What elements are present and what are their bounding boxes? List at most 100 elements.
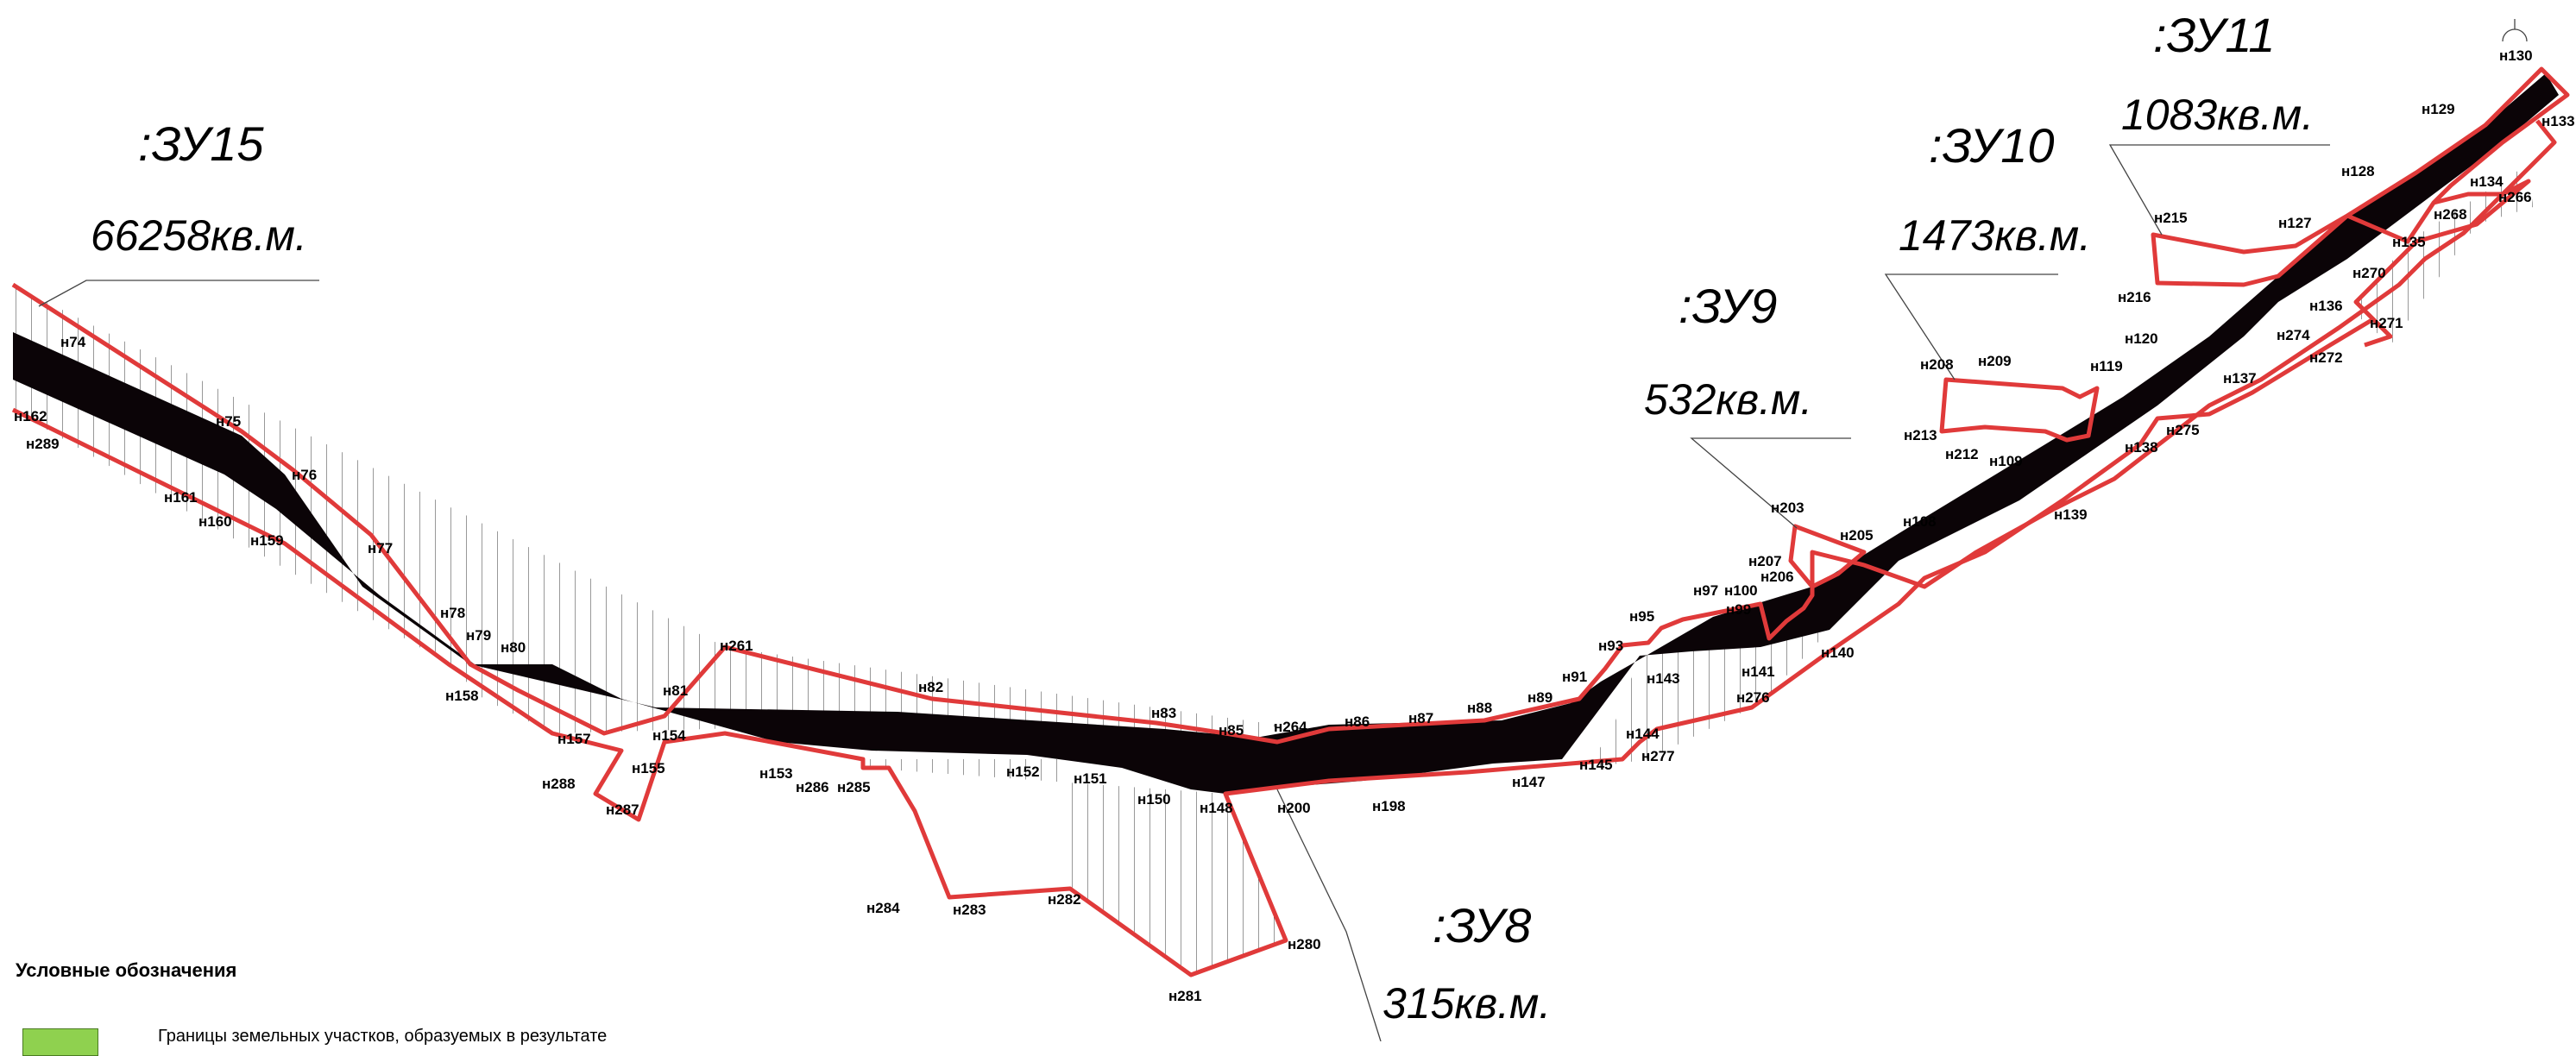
point-label: н266 (2498, 189, 2532, 205)
point-label: н283 (953, 902, 986, 918)
point-label: н119 (2090, 358, 2123, 374)
point-label: н130 (2499, 47, 2533, 64)
point-label: н144 (1626, 726, 1660, 742)
zone-labels: :ЗУ15 66258кв.м. :ЗУ9 532кв.м. :ЗУ10 147… (91, 8, 2314, 1028)
hatched-areas (13, 164, 2533, 975)
zu11-name: :ЗУ11 (2153, 8, 2275, 62)
point-label: н137 (2223, 370, 2257, 387)
point-label: н120 (2125, 330, 2158, 347)
point-label: н277 (1641, 748, 1675, 764)
point-label: н89 (1527, 689, 1553, 706)
point-label: н157 (557, 731, 591, 747)
zu15-west-hatch (13, 285, 1277, 761)
zu8-name: :ЗУ8 (1433, 898, 1531, 952)
point-label: н276 (1736, 689, 1770, 706)
point-label: н159 (250, 532, 284, 549)
zu15-north-boundary (11, 119, 2557, 745)
point-label: н282 (1048, 891, 1081, 908)
zu10-boundary (1939, 377, 2100, 443)
point-label: н82 (918, 679, 943, 695)
point-label: н140 (1821, 644, 1855, 661)
zu11-leader (2108, 144, 2330, 236)
point-label: н76 (292, 467, 317, 483)
point-label: н203 (1771, 500, 1804, 516)
zu15-area: 66258кв.м. (91, 211, 307, 260)
point-label: н200 (1277, 800, 1311, 816)
point-label: н77 (368, 540, 393, 556)
point-label: н83 (1151, 705, 1176, 721)
point-label: н80 (501, 639, 526, 656)
zu11-boundary (2151, 66, 2570, 287)
zu9-name: :ЗУ9 (1678, 279, 1777, 333)
point-label: н145 (1579, 757, 1613, 773)
point-label: н99 (1726, 601, 1751, 618)
point-label: н212 (1945, 446, 1979, 462)
point-label: н216 (2118, 289, 2151, 305)
point-label: н133 (2541, 113, 2575, 129)
zu8-area: 315кв.м. (1382, 979, 1551, 1028)
point-label: н213 (1904, 427, 1937, 443)
point-label: н86 (1345, 713, 1370, 730)
point-label: н275 (2166, 422, 2200, 438)
point-label: н280 (1288, 936, 1321, 952)
point-label: н91 (1562, 669, 1587, 685)
point-label: н128 (2341, 163, 2375, 179)
leader-lines (38, 19, 2528, 1041)
point-label: н136 (2309, 298, 2343, 314)
zu10-leader (1884, 273, 2058, 380)
point-label: н129 (2422, 101, 2455, 117)
zu9-area: 532кв.м. (1644, 375, 1812, 424)
zu10-area: 1473кв.м. (1899, 211, 2091, 260)
point-label: н151 (1074, 770, 1107, 787)
point-label: н288 (542, 776, 576, 792)
point-label: н208 (1920, 356, 1954, 373)
point-label: н261 (720, 638, 753, 654)
point-130-arc (2502, 28, 2528, 42)
legend-swatch (22, 1028, 98, 1056)
point-label: н135 (2392, 234, 2426, 250)
point-label: н281 (1168, 988, 1202, 1004)
point-label: н286 (796, 779, 829, 795)
boundaries (11, 66, 2570, 977)
point-label: н100 (1724, 582, 1758, 599)
point-label: н272 (2309, 349, 2343, 366)
zu10-name: :ЗУ10 (1929, 118, 2055, 173)
point-label: н108 (1903, 513, 1937, 530)
point-label: н75 (216, 413, 241, 430)
point-label: н93 (1598, 638, 1623, 654)
point-label: н147 (1512, 774, 1546, 790)
zu15-east-hatch (1588, 630, 1830, 768)
point-label: н139 (2054, 506, 2088, 523)
point-label: н153 (759, 765, 793, 782)
point-label: н79 (466, 627, 491, 644)
point-label: н284 (866, 900, 900, 916)
point-label: н264 (1274, 719, 1307, 735)
zu11-area: 1083кв.м. (2121, 91, 2314, 139)
point-label: н274 (2277, 327, 2310, 343)
zu15-south-hatch (863, 759, 1286, 975)
point-label: н155 (632, 760, 665, 776)
point-label: н97 (1693, 582, 1718, 599)
point-label: н198 (1372, 798, 1406, 814)
legend-title: Условные обозначения (16, 959, 237, 981)
point-label: н81 (663, 682, 688, 699)
zu15-leader (38, 280, 319, 307)
point-label: н141 (1741, 663, 1775, 680)
point-label: н161 (164, 489, 198, 506)
point-label: н268 (2434, 206, 2467, 223)
point-label: н209 (1978, 353, 2012, 369)
point-label: н285 (837, 779, 871, 795)
point-label: н271 (2370, 315, 2403, 331)
legend: Условные обозначения Границы земельных у… (16, 959, 1051, 1056)
zu15-name: :ЗУ15 (138, 116, 264, 171)
zu11-spur-boundary (2353, 179, 2531, 348)
point-label: н85 (1219, 722, 1244, 739)
point-label: н160 (198, 513, 232, 530)
point-label: н95 (1629, 608, 1654, 625)
point-label: н88 (1467, 700, 1492, 716)
zu9-leader (1690, 437, 1851, 529)
point-label: н150 (1137, 791, 1171, 808)
point-label: н143 (1647, 670, 1680, 687)
point-label: н152 (1006, 764, 1040, 780)
